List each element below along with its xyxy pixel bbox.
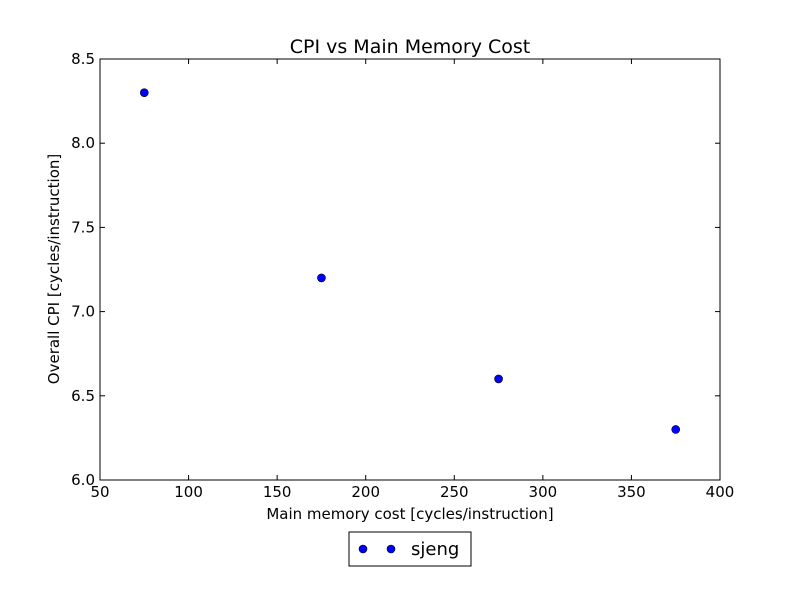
y-tick-label: 6.5 xyxy=(71,387,95,405)
y-tick-label: 7.5 xyxy=(71,218,95,236)
legend-marker xyxy=(386,544,396,554)
x-axis-label: Main memory cost [cycles/instruction] xyxy=(266,505,553,523)
legend-label: sjeng xyxy=(411,539,459,560)
legend-frame xyxy=(348,531,472,567)
y-tick-label: 8.0 xyxy=(71,134,95,152)
data-point xyxy=(494,374,503,384)
x-tick-label: 200 xyxy=(351,483,380,501)
y-axis-label: Overall CPI [cycles/instruction] xyxy=(45,154,63,384)
x-tick-label: 250 xyxy=(440,483,469,501)
legend-marker xyxy=(358,544,368,554)
data-point xyxy=(671,425,681,434)
x-tick-label: 350 xyxy=(617,483,646,501)
data-point xyxy=(317,273,326,283)
data-points xyxy=(139,88,681,434)
data-point xyxy=(139,88,149,97)
x-tick-label: 300 xyxy=(529,483,558,501)
axis-ticks: 50 100 150 200 250 300 350 400 6.0 6.5 7.0 7.5 8.0 8.… xyxy=(71,50,734,501)
x-tick-label: 150 xyxy=(263,483,292,501)
chart-title: CPI vs Main Memory Cost xyxy=(290,36,531,58)
y-tick-label: 8.5 xyxy=(71,50,95,68)
y-tick-label: 7.0 xyxy=(71,303,95,321)
legend: sjeng xyxy=(348,531,472,567)
plot-area-frame xyxy=(99,58,721,481)
x-tick-label: 400 xyxy=(706,483,735,501)
y-tick-label: 6.0 xyxy=(71,471,95,489)
x-tick-label: 50 xyxy=(90,483,109,501)
x-tick-label: 100 xyxy=(174,483,203,501)
